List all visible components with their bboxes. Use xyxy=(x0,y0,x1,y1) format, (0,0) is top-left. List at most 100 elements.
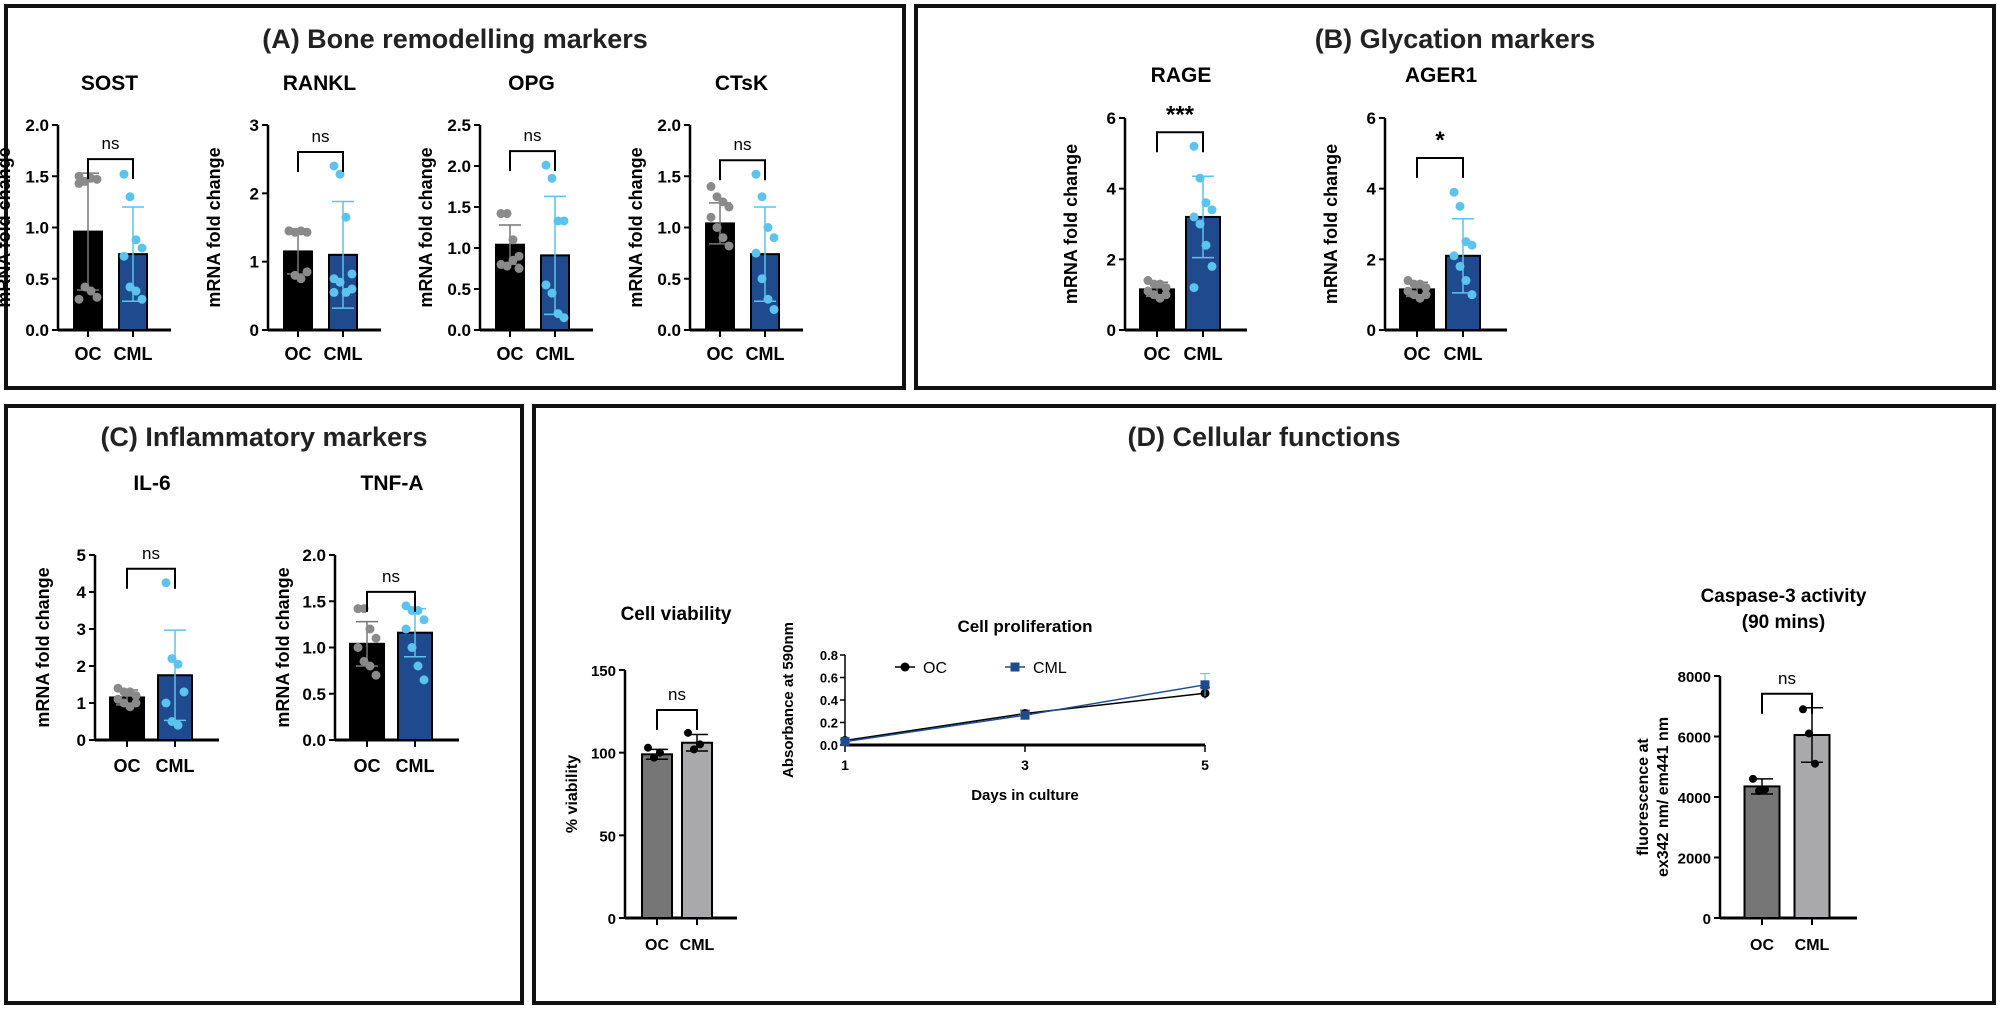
y-tick-label: 1.0 xyxy=(25,219,49,238)
chart-title: TNF-A xyxy=(361,472,424,495)
bar-oc xyxy=(641,753,673,919)
data-point xyxy=(401,624,411,634)
data-point xyxy=(92,174,102,184)
chart-title: Cell proliferation xyxy=(957,617,1092,636)
y-axis-label: mRNA fold change xyxy=(1061,144,1081,304)
data-point xyxy=(684,728,692,737)
data-point xyxy=(751,169,761,179)
significance-label: ns xyxy=(312,127,330,146)
data-point xyxy=(1421,290,1431,300)
significance-bracket xyxy=(126,567,176,589)
data-point xyxy=(644,743,652,752)
y-tick-label: 1.0 xyxy=(657,219,681,238)
y-tick-label: 0.6 xyxy=(820,671,838,686)
y-tick-label: 2.0 xyxy=(657,116,681,135)
data-point xyxy=(656,748,664,757)
data-point xyxy=(1761,785,1769,794)
data-point xyxy=(167,654,177,664)
legend-marker xyxy=(1010,662,1020,672)
y-tick-label: 2000 xyxy=(1678,851,1711,868)
x-tick-label: CML xyxy=(156,756,195,776)
y-tick-label: 0.0 xyxy=(302,731,326,750)
y-tick-label: 0 xyxy=(77,731,86,750)
y-axis-label: mRNA fold change xyxy=(626,147,646,307)
y-tick-label: 100 xyxy=(591,746,616,763)
y-tick-label: 4 xyxy=(1107,180,1117,199)
y-tick-label: 2 xyxy=(250,184,259,203)
y-tick-label: 2 xyxy=(1367,250,1376,269)
data-point xyxy=(840,737,850,747)
data-point xyxy=(1805,729,1813,738)
data-point xyxy=(161,698,171,708)
data-point xyxy=(347,269,357,279)
data-point xyxy=(547,288,557,298)
bar-oc xyxy=(1743,785,1781,919)
data-point xyxy=(1449,251,1459,261)
x-tick-label: CML xyxy=(536,344,575,364)
y-tick-label: 0.2 xyxy=(820,716,838,731)
x-tick-label: OC xyxy=(285,344,312,364)
data-point xyxy=(419,675,429,685)
y-tick-label: 3 xyxy=(250,116,259,135)
y-tick-label: 0.0 xyxy=(447,321,471,340)
significance-bracket xyxy=(87,158,134,180)
data-point xyxy=(1201,240,1211,250)
panel-c: (C) Inflammatory markers xyxy=(4,404,524,1005)
x-tick-label: OC xyxy=(1144,344,1171,364)
data-point xyxy=(1189,141,1199,151)
data-point xyxy=(74,294,84,304)
significance-label: * xyxy=(1435,127,1445,154)
significance-bracket xyxy=(1416,157,1464,178)
data-point xyxy=(1455,201,1465,211)
y-tick-label: 0.0 xyxy=(820,738,838,753)
data-point xyxy=(329,161,339,171)
x-tick-label: CML xyxy=(114,344,153,364)
y-axis-label: mRNA fold change xyxy=(1321,144,1341,304)
panel-a-title: (A) Bone remodelling markers xyxy=(262,24,648,54)
significance-label: ns xyxy=(102,134,120,153)
data-point xyxy=(757,274,767,284)
data-point xyxy=(1201,198,1211,208)
data-point xyxy=(769,305,779,314)
data-point xyxy=(541,160,551,170)
y-tick-label: 4 xyxy=(77,583,87,602)
y-tick-label: 0.0 xyxy=(657,321,681,340)
x-tick-label: OC xyxy=(114,756,141,776)
y-tick-label: 1 xyxy=(77,694,86,713)
data-point xyxy=(696,740,704,749)
data-point xyxy=(1755,786,1763,795)
y-tick-label: 4000 xyxy=(1678,790,1711,807)
data-point xyxy=(559,313,569,323)
data-point xyxy=(1189,283,1199,293)
x-tick-label: 5 xyxy=(1201,757,1209,773)
data-point xyxy=(335,277,345,287)
y-tick-label: 5 xyxy=(77,546,86,565)
chart-title: SOST xyxy=(81,72,138,95)
data-point xyxy=(690,745,698,754)
y-tick-label: 6000 xyxy=(1678,730,1711,747)
data-point xyxy=(769,233,779,243)
y-tick-label: 0 xyxy=(1367,321,1376,340)
significance-bracket xyxy=(1761,692,1813,714)
y-tick-label: 2.5 xyxy=(447,116,471,135)
significance-bracket xyxy=(509,150,556,172)
y-axis-label: Absorbance at 590nm xyxy=(780,622,797,778)
y-tick-label: 6 xyxy=(1367,109,1376,128)
y-tick-label: 3 xyxy=(77,620,86,639)
chart-title: RANKL xyxy=(283,72,357,95)
y-tick-label: 1 xyxy=(250,253,259,272)
significance-bracket xyxy=(1156,131,1204,153)
y-axis-label: % viability xyxy=(564,755,581,833)
y-tick-label: 0.4 xyxy=(820,693,839,708)
y-axis-label: mRNA fold change xyxy=(273,567,293,727)
data-point xyxy=(547,173,557,183)
chart-title: CTsK xyxy=(715,72,768,95)
data-point xyxy=(1207,261,1217,271)
significance-bracket xyxy=(719,159,766,181)
data-point xyxy=(1749,774,1757,783)
data-point xyxy=(365,661,375,671)
x-axis-label: Days in culture xyxy=(971,787,1079,804)
significance-label: ns xyxy=(734,135,752,154)
x-tick-label: 1 xyxy=(841,757,849,773)
data-point xyxy=(1799,705,1807,714)
